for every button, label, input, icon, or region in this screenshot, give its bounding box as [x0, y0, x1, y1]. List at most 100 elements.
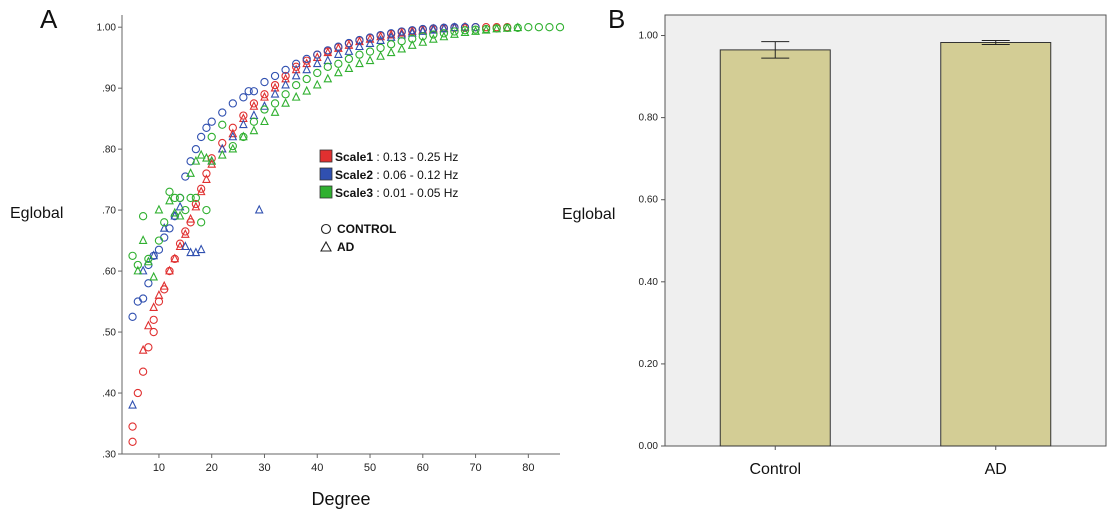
point-scale2-ad [365, 38, 375, 48]
point-scale3-control [186, 193, 195, 203]
point-scale3-ad [165, 195, 174, 205]
point-scale3-ad [291, 91, 301, 101]
point-scale2-ad [254, 204, 264, 214]
point-scale1-ad [180, 229, 190, 238]
point-scale1-ad [376, 31, 385, 41]
point-scale2-ad [238, 119, 248, 129]
point-scale3-ad [428, 33, 438, 43]
point-scale1-ad [165, 265, 174, 275]
point-scale1-ad [196, 186, 206, 196]
point-scale3-control [344, 54, 354, 64]
point-scale3-ad [202, 152, 211, 162]
point-scale2-control [365, 33, 375, 42]
y-tick-label: 0.60 [639, 195, 659, 206]
x-axis-title: Degree [311, 489, 370, 509]
point-scale2-control [270, 71, 280, 81]
point-scale3-ad [344, 63, 354, 73]
point-scale3-control [313, 68, 322, 78]
panel-a-label: A [40, 4, 58, 34]
point-scale2-control [260, 77, 269, 87]
point-scale3-ad [191, 155, 201, 165]
point-scale2-control [302, 54, 311, 64]
y-tick-label: 1.00 [97, 23, 117, 34]
point-scale2-ad [196, 244, 206, 254]
point-scale2-ad [228, 131, 238, 141]
point-scale3-control [154, 236, 164, 245]
x-category-label-ad: AD [985, 461, 1007, 478]
y-tick-label: 1.00 [639, 31, 659, 42]
point-scale2-control [397, 27, 406, 36]
point-scale2-ad [355, 41, 364, 51]
point-scale3-ad [238, 131, 248, 141]
point-scale3-ad [386, 47, 396, 57]
point-scale3-control [202, 205, 211, 215]
y-tick-label: 0.80 [639, 113, 659, 124]
point-scale1-control [228, 123, 237, 132]
legend-label-scale3: Scale3 : 0.01 - 0.05 Hz [335, 186, 458, 200]
point-scale1-control [218, 138, 227, 148]
point-scale3-ad [170, 207, 180, 217]
legend-label-scale2: Scale2 : 0.06 - 0.12 Hz [335, 168, 458, 182]
point-scale3-control [302, 74, 311, 84]
point-scale3-ad [207, 155, 217, 165]
legend-swatch-scale1 [319, 149, 333, 163]
point-scale3-ad [365, 55, 375, 65]
point-scale1-ad [149, 302, 159, 312]
point-scale2-control [408, 26, 417, 35]
point-scale3-control [175, 193, 185, 203]
point-scale3-ad [323, 73, 333, 83]
point-scale3-control [270, 99, 280, 108]
point-scale2-control [218, 108, 227, 117]
point-scale3-control [165, 187, 174, 196]
x-tick-label: 10 [153, 462, 165, 474]
legend-label-ad: AD [337, 240, 355, 254]
legend-label-control: CONTROL [337, 222, 396, 236]
point-scale1-control [128, 422, 137, 431]
point-scale3-ad [228, 143, 238, 153]
point-scale3-ad [450, 29, 459, 38]
point-scale3-ad [186, 168, 195, 177]
point-scale3-control [429, 30, 438, 39]
point-scale3-control [197, 218, 206, 227]
x-tick-label: 80 [522, 462, 534, 474]
y-tick-label: 0.20 [639, 359, 659, 370]
point-scale3-ad [143, 256, 153, 266]
point-scale3-control [365, 47, 375, 56]
point-scale3-control [218, 120, 227, 129]
point-scale2-ad [323, 55, 333, 65]
point-scale1-ad [159, 280, 169, 290]
point-scale3-control [555, 23, 565, 32]
point-scale3-ad [133, 265, 143, 275]
point-scale3-ad [312, 79, 322, 89]
point-scale3-ad [302, 85, 312, 95]
x-category-label-control: Control [749, 461, 801, 478]
point-scale1-control [133, 388, 142, 398]
scatter-points [128, 21, 565, 446]
point-scale1-control [149, 315, 158, 325]
point-scale3-control [191, 193, 201, 203]
point-scale2-ad [138, 265, 148, 275]
point-scale3-control [170, 193, 179, 203]
point-scale2-control [460, 23, 470, 32]
point-scale3-control [545, 23, 554, 32]
point-scale2-control [323, 46, 332, 55]
point-scale3-control [133, 260, 142, 270]
point-scale3-control [386, 40, 396, 49]
x-tick-label: 60 [417, 462, 429, 474]
point-scale2-control [197, 132, 206, 142]
panel-b-label: B [608, 4, 626, 34]
point-scale2-ad [159, 222, 169, 232]
point-scale3-ad [471, 26, 480, 35]
point-scale1-ad [138, 344, 148, 354]
y-tick-label: .90 [102, 84, 116, 95]
point-scale1-ad [249, 101, 259, 110]
point-scale2-ad [291, 70, 301, 80]
point-scale1-control [138, 367, 148, 376]
point-scale1-ad [202, 174, 211, 183]
point-scale1-ad [386, 29, 396, 39]
point-scale1-control [197, 184, 206, 193]
point-scale3-ad [407, 40, 417, 49]
point-scale2-ad [428, 24, 438, 34]
point-scale2-ad [302, 64, 312, 74]
point-scale1-control [144, 343, 153, 352]
